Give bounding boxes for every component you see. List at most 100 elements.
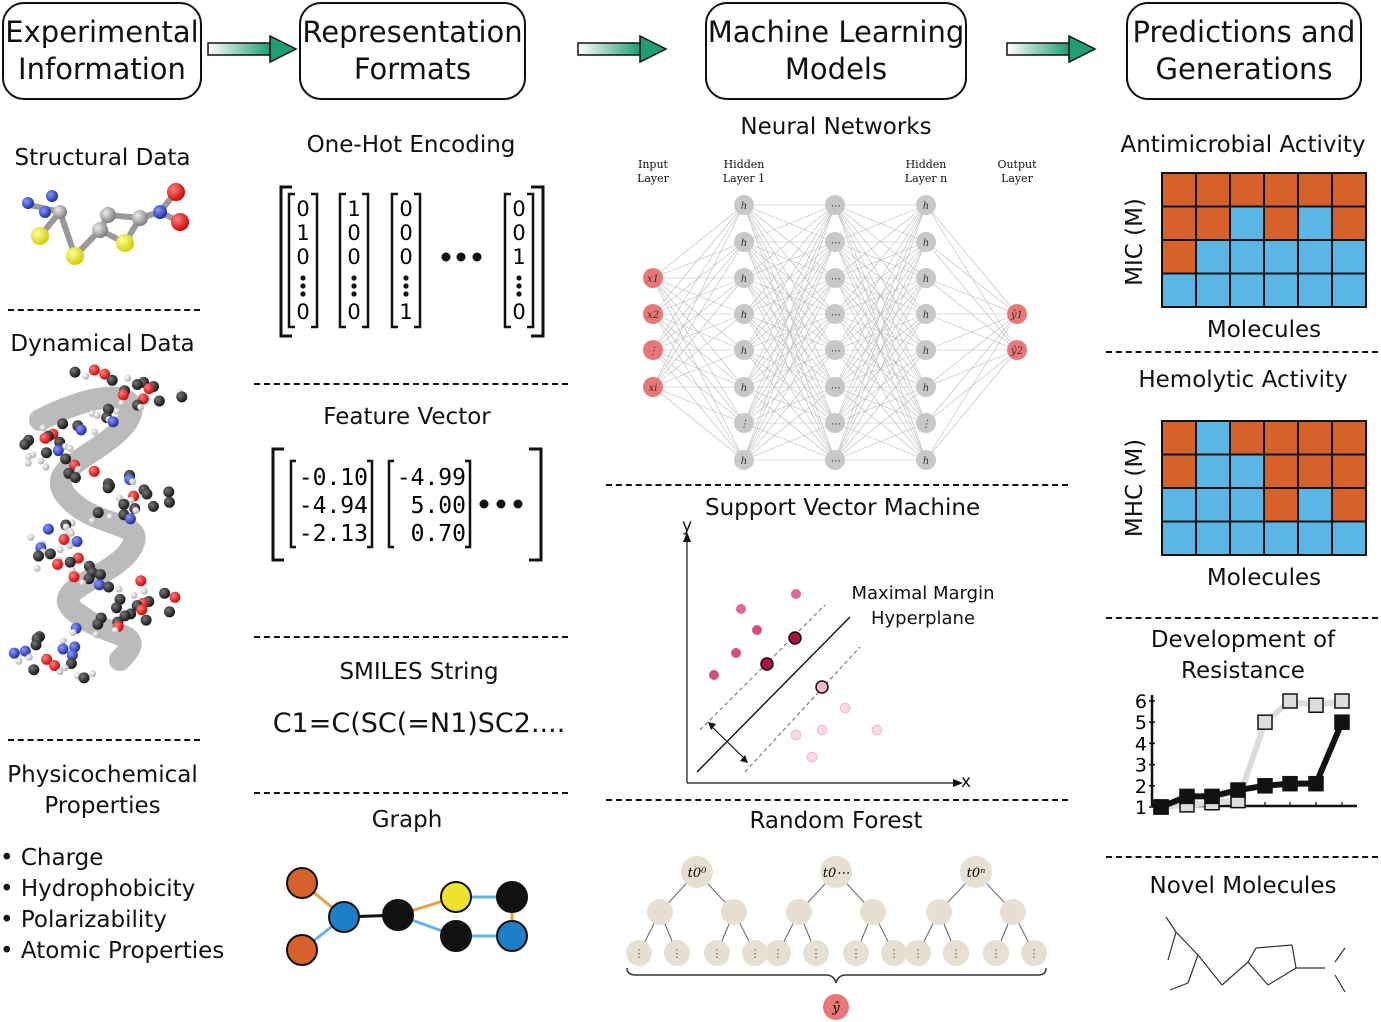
atom bbox=[49, 660, 60, 671]
rf-leaf bbox=[1021, 940, 1047, 966]
atom bbox=[106, 513, 114, 521]
atom bbox=[74, 465, 82, 473]
nn-edge bbox=[834, 204, 927, 461]
grid-cell bbox=[1161, 453, 1197, 489]
nn-node bbox=[643, 268, 663, 288]
nn-node bbox=[916, 450, 936, 470]
atom bbox=[102, 403, 114, 415]
nn-output-layer-label: Output Layer bbox=[997, 158, 1037, 185]
nn-node-label: h bbox=[923, 383, 929, 394]
nn-node bbox=[734, 268, 754, 288]
y-tick-label: 1 bbox=[1135, 797, 1147, 819]
structural-molecule-image bbox=[22, 183, 189, 265]
onehot-cell: 1 bbox=[399, 300, 412, 324]
rf-leaf bbox=[881, 940, 907, 966]
nn-node-label: h bbox=[923, 238, 929, 249]
atom bbox=[135, 575, 147, 587]
grid-cell bbox=[1161, 272, 1197, 308]
grid-cell bbox=[1229, 172, 1265, 208]
atom bbox=[118, 399, 126, 407]
feature-vector-matrix: -0.10-4.94-2.13 -4.995.000.70 bbox=[271, 447, 543, 562]
atom bbox=[69, 472, 81, 483]
nn-edge bbox=[834, 277, 927, 461]
atom bbox=[8, 647, 20, 659]
atom bbox=[147, 500, 159, 512]
nn-node bbox=[643, 340, 663, 360]
nn-node bbox=[825, 413, 845, 433]
vdots bbox=[351, 283, 357, 289]
nn-node-label: ŷ2 bbox=[1010, 346, 1023, 357]
onehot-cell: 0 bbox=[347, 221, 360, 245]
physicochemical-list: • Charge • Hydrophobicity • Polarizabili… bbox=[0, 843, 224, 967]
nn-node-label: ⋯ bbox=[830, 346, 840, 357]
rf-leaf bbox=[765, 940, 791, 966]
vdots bbox=[300, 291, 306, 297]
onehot-cell: 0 bbox=[399, 197, 412, 221]
y-tick-label: 4 bbox=[1135, 733, 1147, 755]
onehot-cell: 0 bbox=[347, 300, 360, 324]
atom bbox=[92, 507, 104, 519]
grid-cell bbox=[1331, 239, 1367, 275]
atom bbox=[129, 478, 137, 486]
grid-cell bbox=[1297, 453, 1333, 489]
atom bbox=[39, 432, 51, 444]
nn-edge bbox=[925, 204, 1018, 315]
onehot-cell: 1 bbox=[512, 245, 525, 269]
divider-rep-3 bbox=[254, 792, 568, 794]
atom bbox=[52, 445, 64, 457]
atom bbox=[66, 542, 74, 550]
grid-cell bbox=[1331, 205, 1367, 241]
nn-edge bbox=[743, 204, 836, 243]
nn-edge bbox=[743, 204, 836, 315]
nn-edge bbox=[925, 277, 1018, 315]
nn-edge bbox=[743, 204, 836, 279]
nn-edge bbox=[743, 204, 836, 461]
nn-edge bbox=[925, 313, 1018, 461]
nn-edge bbox=[925, 349, 1018, 461]
grid-cell bbox=[1331, 487, 1367, 523]
nn-edge bbox=[743, 422, 836, 461]
atom bbox=[56, 668, 64, 676]
grid-cell bbox=[1161, 520, 1197, 556]
grid-cell bbox=[1161, 487, 1197, 523]
nn-node-label: h bbox=[741, 346, 747, 357]
smiles-title: SMILES String bbox=[339, 659, 499, 685]
y-tick-label: 6 bbox=[1135, 691, 1147, 713]
nn-node-label: h bbox=[741, 383, 747, 394]
atom bbox=[106, 374, 118, 386]
grid-cell bbox=[1229, 420, 1265, 456]
novel-molecules-title: Novel Molecules bbox=[1149, 873, 1337, 899]
onehot-cell: 0 bbox=[296, 197, 309, 221]
atom bbox=[57, 643, 69, 655]
nn-edge bbox=[743, 204, 836, 424]
rf-root-label: t0⋯ bbox=[823, 866, 850, 881]
rf-node bbox=[1000, 899, 1026, 925]
svm-axis-y: y bbox=[681, 516, 693, 536]
atom bbox=[140, 614, 152, 626]
atom bbox=[19, 645, 31, 657]
feature-cell: -4.94 bbox=[299, 493, 368, 519]
nn-edge bbox=[743, 349, 836, 461]
atom bbox=[28, 664, 40, 676]
atom bbox=[61, 664, 69, 672]
nn-node bbox=[916, 340, 936, 360]
grid-cell bbox=[1229, 239, 1265, 275]
rf-leaf-dots: ⋮ bbox=[851, 947, 862, 960]
header-experimental: Experimental Information bbox=[2, 2, 202, 100]
nn-node bbox=[825, 340, 845, 360]
atom bbox=[137, 403, 145, 411]
grid-cell bbox=[1195, 239, 1231, 275]
nn-node-label: ⋮ bbox=[648, 346, 658, 357]
atom bbox=[69, 629, 77, 636]
nn-edge bbox=[925, 204, 1018, 351]
grid-cell bbox=[1229, 453, 1265, 489]
atom bbox=[119, 610, 131, 622]
onehot-title: One-Hot Encoding bbox=[306, 132, 516, 158]
atom bbox=[67, 529, 75, 537]
nn-edge bbox=[925, 313, 1018, 424]
grid-cell bbox=[1229, 272, 1265, 308]
svm-title: Support Vector Machine bbox=[705, 495, 981, 521]
novel-molecule-image bbox=[1165, 916, 1346, 993]
smiles-value: C1=C(SC(=N1)SC2.... bbox=[272, 708, 566, 739]
